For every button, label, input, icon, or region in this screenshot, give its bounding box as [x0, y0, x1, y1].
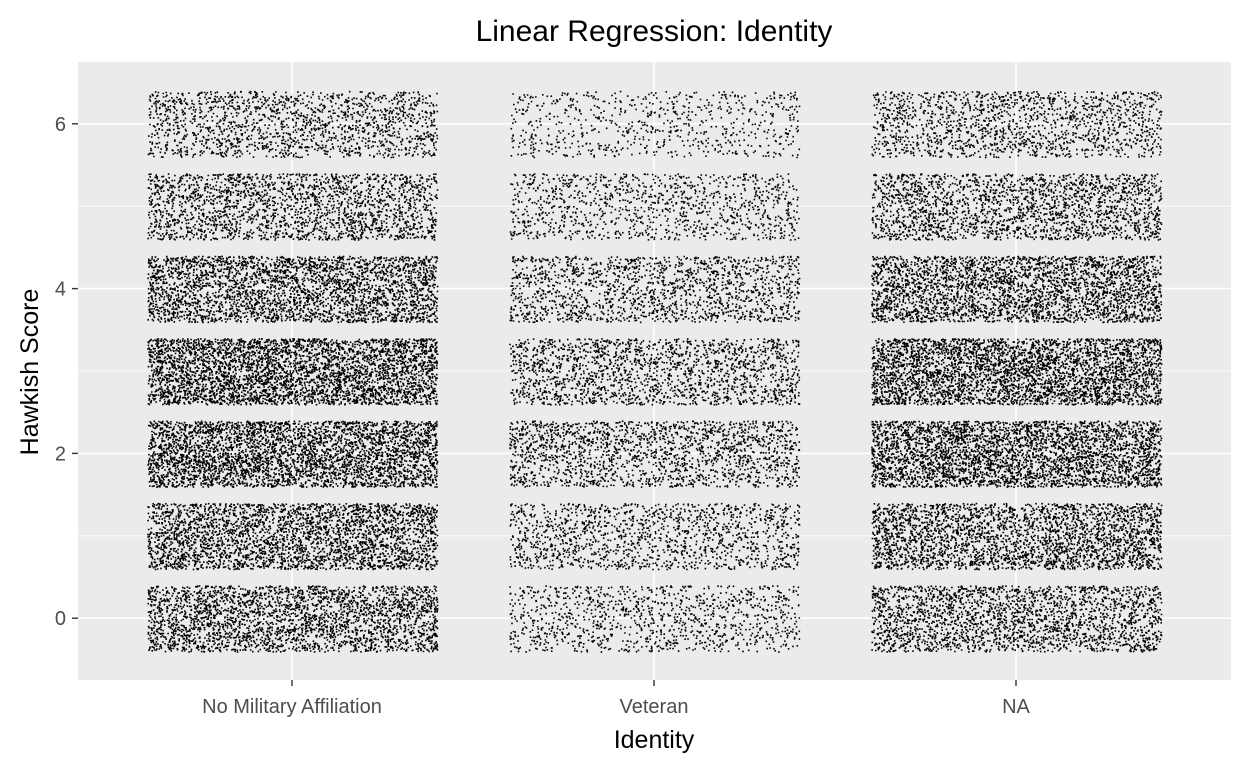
point-band-1-4: [509, 255, 801, 324]
data-points: [147, 90, 1163, 653]
point-band-0-1: [147, 502, 439, 571]
point-band-1-0: [509, 585, 801, 653]
point-band-1-1: [509, 502, 801, 571]
point-band-1-6: [510, 90, 801, 159]
y-tick-label: 4: [55, 279, 66, 301]
x-tick-label: Veteran: [620, 696, 689, 718]
point-band-2-2: [871, 420, 1163, 488]
point-band-0-5: [147, 173, 439, 241]
point-band-0-0: [147, 585, 439, 653]
chart-title: Linear Regression: Identity: [476, 15, 833, 48]
y-tick-label: 2: [55, 443, 66, 465]
x-tick-label: NA: [1002, 696, 1030, 718]
point-band-0-2: [147, 420, 439, 488]
y-axis-title: Hawkish Score: [16, 289, 44, 456]
point-band-2-3: [871, 338, 1163, 406]
point-band-0-6: [147, 90, 439, 159]
point-band-2-4: [871, 255, 1163, 324]
x-axis: No Military Affiliation Veteran NA: [202, 680, 1031, 718]
point-band-0-3: [147, 338, 439, 406]
y-tick-label: 0: [55, 608, 66, 630]
category-points-1: [509, 90, 801, 653]
point-band-1-3: [509, 338, 801, 406]
y-axis: 0 2 4 6: [55, 114, 78, 630]
point-band-1-2: [509, 420, 801, 488]
category-points-0: [147, 90, 439, 653]
point-band-2-5: [871, 173, 1163, 241]
x-tick-label: No Military Affiliation: [202, 696, 382, 718]
point-band-1-5: [509, 173, 800, 241]
point-band-2-1: [871, 502, 1163, 571]
x-axis-title: Identity: [614, 726, 695, 754]
category-points-2: [871, 91, 1163, 653]
y-tick-label: 6: [55, 114, 66, 136]
point-band-2-6: [871, 91, 1163, 159]
point-band-0-4: [147, 255, 439, 324]
point-band-2-0: [871, 585, 1163, 653]
